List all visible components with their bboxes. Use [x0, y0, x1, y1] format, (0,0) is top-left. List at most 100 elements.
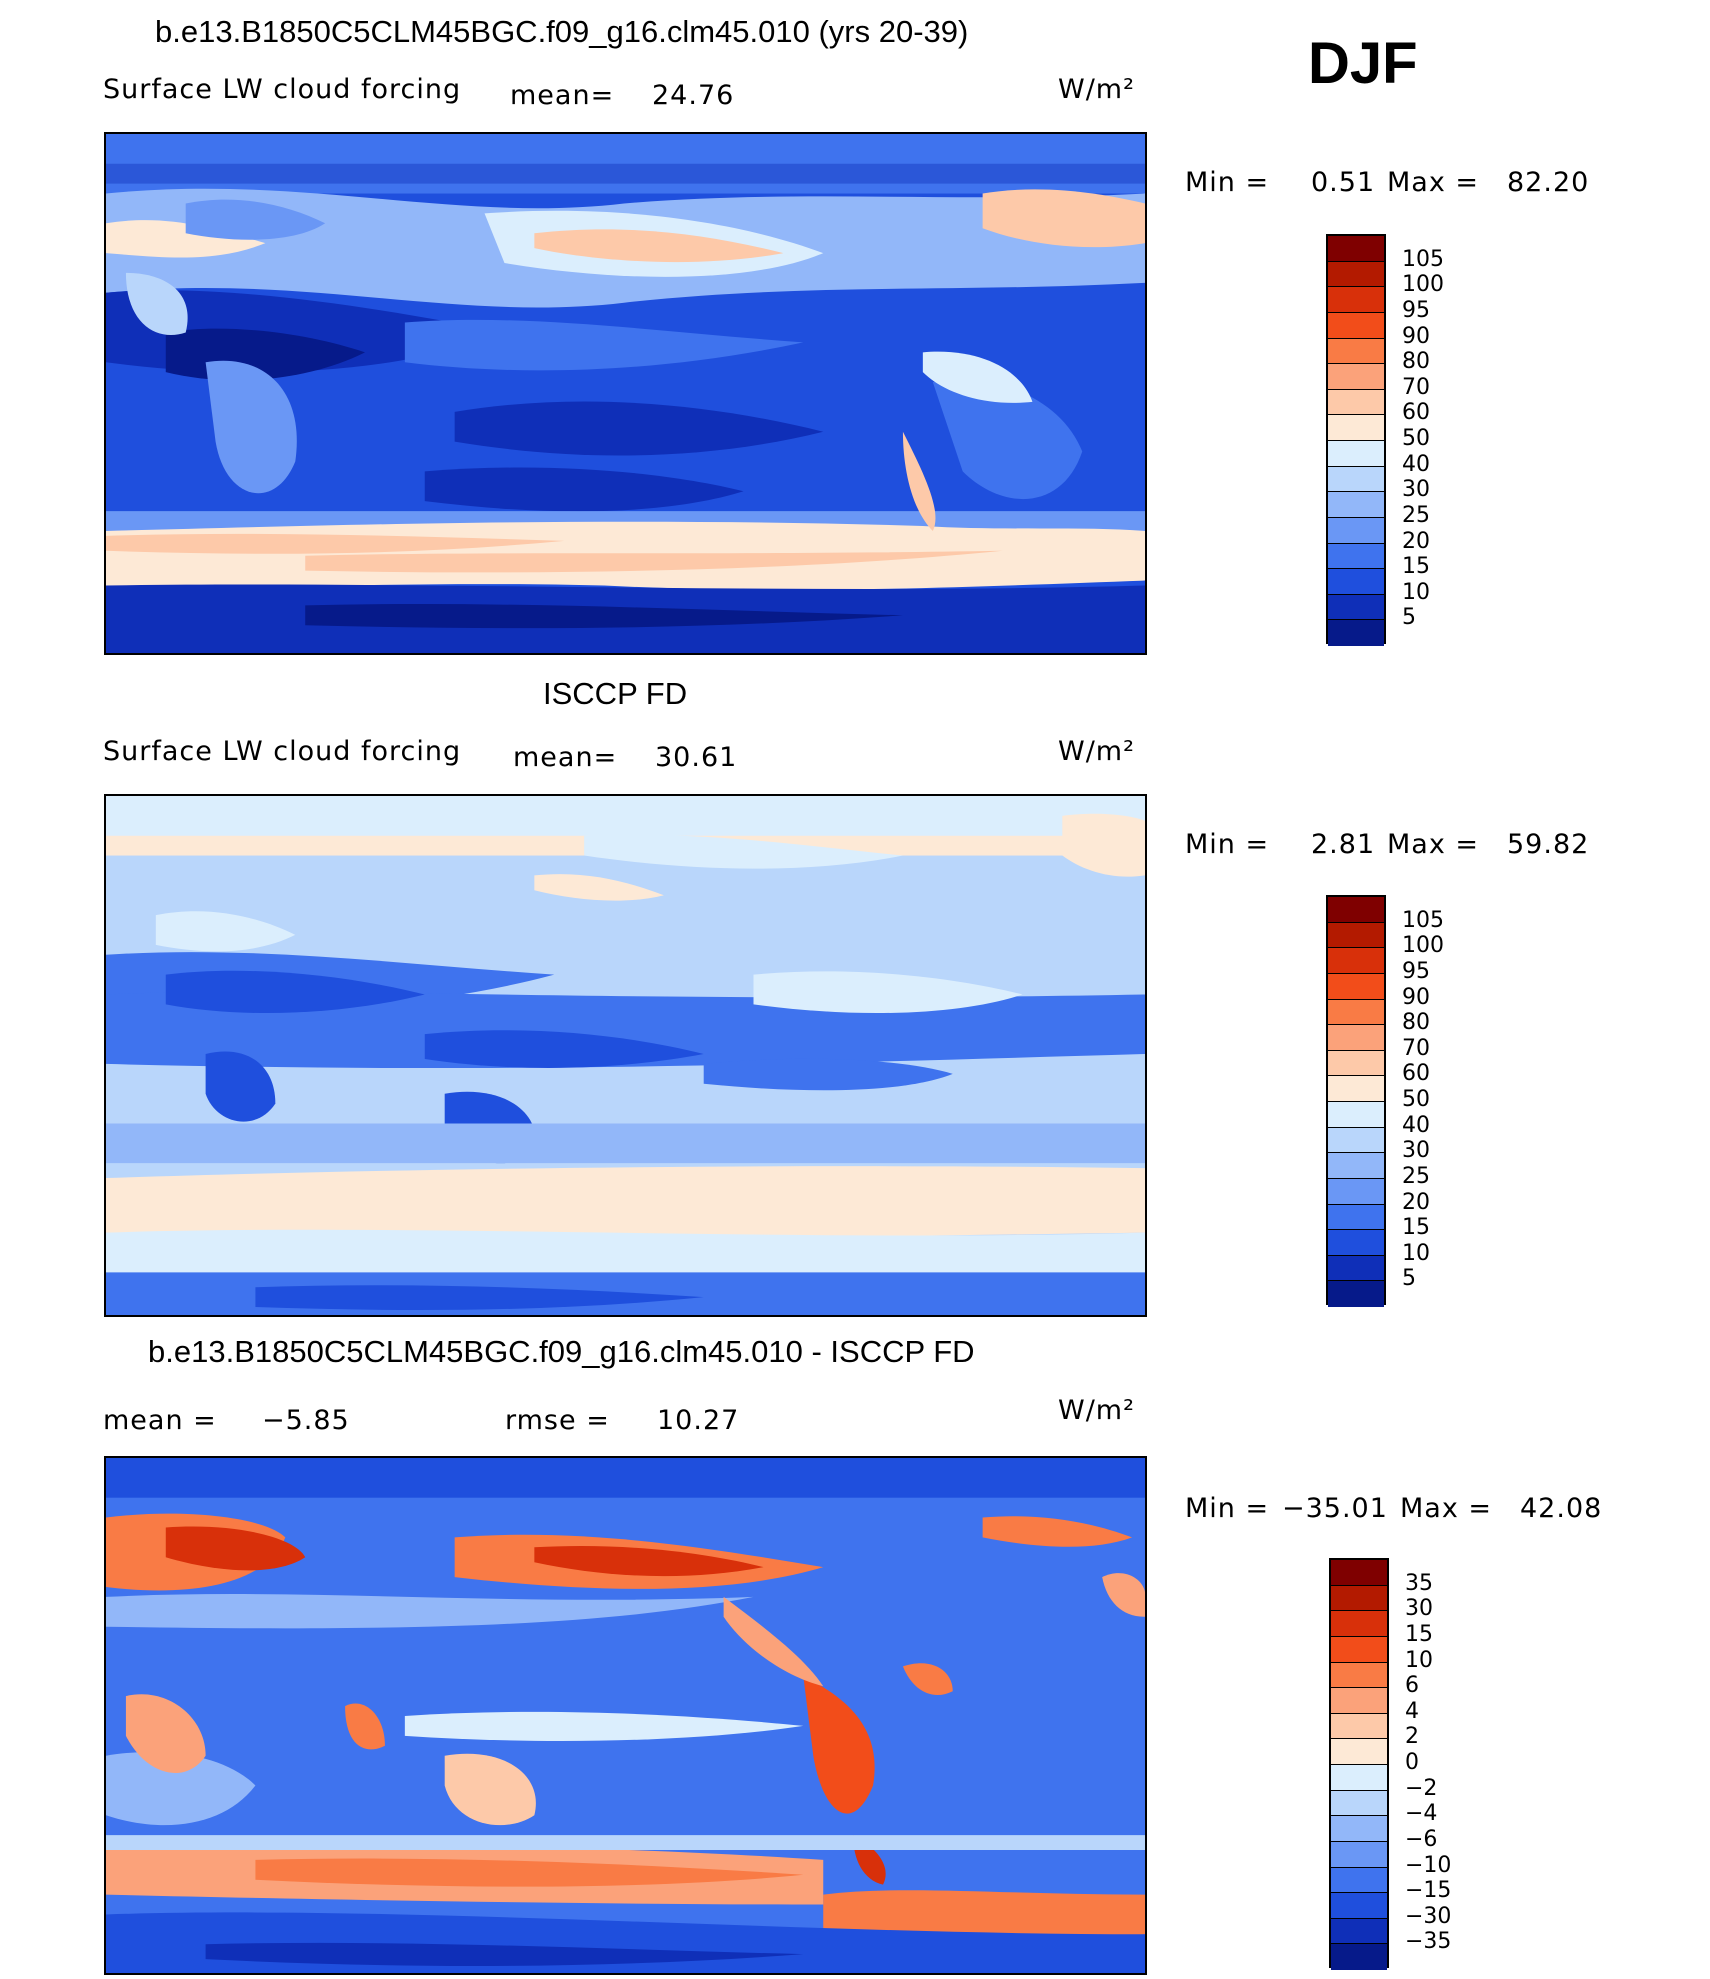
colorbar-panel2-swatch — [1328, 1076, 1384, 1102]
colorbar-panel3-swatch — [1331, 1585, 1387, 1612]
colorbar-panel3-label: −35 — [1405, 1929, 1452, 1955]
colorbar-panel3 — [1329, 1558, 1389, 1970]
panel3-mean-label: mean = — [103, 1405, 217, 1436]
colorbar-panel1-label: 15 — [1402, 554, 1430, 580]
colorbar-panel3-label: −4 — [1405, 1801, 1438, 1827]
colorbar-panel1-label: 40 — [1402, 451, 1430, 477]
panel3-title: b.e13.B1850C5CLM45BGC.f09_g16.clm45.010 … — [148, 1334, 975, 1369]
panel2-max-label: Max = — [1387, 829, 1480, 860]
colorbar-panel1-label: 30 — [1402, 477, 1430, 503]
colorbar-panel3-label: 6 — [1405, 1673, 1419, 1699]
map-panel3-difference — [104, 1456, 1147, 1975]
colorbar-panel1-swatch — [1328, 364, 1384, 390]
colorbar-panel2-label: 15 — [1402, 1215, 1430, 1241]
panel2-variable: Surface LW cloud forcing — [103, 736, 462, 767]
panel1-mean-label: mean= — [510, 80, 615, 111]
colorbar-panel3-label: 35 — [1405, 1570, 1433, 1596]
colorbar-panel1-swatch — [1328, 236, 1384, 262]
colorbar-panel3-swatch — [1331, 1893, 1387, 1919]
panel3-mean-value: −5.85 — [262, 1405, 350, 1436]
colorbar-panel2-label: 25 — [1402, 1163, 1430, 1189]
colorbar-panel2-swatch — [1328, 948, 1384, 974]
colorbar-panel1-swatch — [1328, 594, 1384, 621]
colorbar-panel1-label: 60 — [1402, 400, 1430, 426]
colorbar-panel3-swatch — [1331, 1662, 1387, 1689]
colorbar-panel3-label: −10 — [1405, 1852, 1452, 1878]
map-panel1-model — [104, 132, 1147, 655]
panel2-mean-value: 30.61 — [655, 742, 738, 773]
colorbar-panel3-label: −6 — [1405, 1826, 1438, 1852]
panel2-min-label: Min = — [1185, 829, 1270, 860]
colorbar-panel3-swatch — [1331, 1611, 1387, 1637]
colorbar-panel3-swatch — [1331, 1739, 1387, 1765]
colorbar-panel3-swatch — [1331, 1713, 1387, 1740]
colorbar-panel2-label: 20 — [1402, 1189, 1430, 1215]
colorbar-panel3-swatch — [1331, 1560, 1387, 1586]
colorbar-panel2-swatch — [1328, 1050, 1384, 1077]
colorbar-panel3-swatch — [1331, 1790, 1387, 1817]
panel2-title: ISCCP FD — [543, 676, 688, 711]
colorbar-panel3-label: −2 — [1405, 1775, 1438, 1801]
colorbar-panel1-swatch — [1328, 338, 1384, 365]
colorbar-panel2-swatch — [1328, 1127, 1384, 1154]
panel1-min-label: Min = — [1185, 167, 1270, 198]
panel1-mean-value: 24.76 — [652, 80, 735, 111]
colorbar-panel3-label: 15 — [1405, 1621, 1433, 1647]
colorbar-panel2-label: 95 — [1402, 958, 1430, 984]
season-label: DJF — [1308, 31, 1418, 96]
colorbar-panel1-label: 80 — [1402, 349, 1430, 375]
colorbar-panel1-label: 20 — [1402, 528, 1430, 554]
colorbar-panel2-swatch — [1328, 973, 1384, 1000]
panel1-variable: Surface LW cloud forcing — [103, 74, 462, 105]
colorbar-panel3-label: 30 — [1405, 1596, 1433, 1622]
colorbar-panel3-label: 10 — [1405, 1647, 1433, 1673]
colorbar-panel1-swatch — [1328, 517, 1384, 544]
colorbar-panel1-swatch — [1328, 543, 1384, 570]
colorbar-panel2-swatch — [1328, 1230, 1384, 1256]
colorbar-panel2-label: 80 — [1402, 1010, 1430, 1036]
panel2-mean-label: mean= — [513, 742, 618, 773]
colorbar-panel2 — [1326, 895, 1386, 1307]
colorbar-panel1-label: 25 — [1402, 502, 1430, 528]
colorbar-panel2-swatch — [1328, 1255, 1384, 1282]
colorbar-panel2-swatch — [1328, 1025, 1384, 1051]
colorbar-panel1-label: 95 — [1402, 297, 1430, 323]
colorbar-panel1-swatch — [1328, 466, 1384, 493]
colorbar-panel1-label: 100 — [1402, 272, 1444, 298]
panel3-min-value: −35.01 — [1282, 1493, 1388, 1524]
colorbar-panel3-label: −15 — [1405, 1878, 1452, 1904]
colorbar-panel2-label: 40 — [1402, 1112, 1430, 1138]
colorbar-panel1-swatch — [1328, 569, 1384, 595]
colorbar-panel3-label: 4 — [1405, 1698, 1419, 1724]
colorbar-panel3-swatch — [1331, 1816, 1387, 1842]
panel2-max-value: 59.82 — [1507, 829, 1590, 860]
panel1-max-label: Max = — [1387, 167, 1480, 198]
colorbar-panel2-label: 105 — [1402, 907, 1444, 933]
panel3-rmse-value: 10.27 — [657, 1405, 740, 1436]
colorbar-panel2-swatch — [1328, 922, 1384, 949]
panel3-max-value: 42.08 — [1520, 1493, 1603, 1524]
colorbar-panel1-label: 10 — [1402, 579, 1430, 605]
colorbar-panel2-label: 100 — [1402, 933, 1444, 959]
colorbar-panel2-swatch — [1328, 1178, 1384, 1205]
colorbar-panel1-label: 90 — [1402, 323, 1430, 349]
colorbar-panel2-swatch — [1328, 897, 1384, 923]
colorbar-panel3-label: −30 — [1405, 1903, 1452, 1929]
colorbar-panel2-label: 60 — [1402, 1061, 1430, 1087]
colorbar-panel2-swatch — [1328, 1281, 1384, 1307]
panel1-title: b.e13.B1850C5CLM45BGC.f09_g16.clm45.010 … — [155, 14, 969, 49]
colorbar-panel1-swatch — [1328, 441, 1384, 467]
map-panel2-isccp — [104, 794, 1147, 1317]
colorbar-panel1-label: 105 — [1402, 246, 1444, 272]
colorbar-panel1-swatch — [1328, 312, 1384, 339]
colorbar-panel2-swatch — [1328, 1102, 1384, 1128]
colorbar-panel3-swatch — [1331, 1944, 1387, 1970]
colorbar-panel3-swatch — [1331, 1765, 1387, 1791]
panel1-min-value: 0.51 — [1311, 167, 1376, 198]
colorbar-panel2-label: 70 — [1402, 1035, 1430, 1061]
colorbar-panel1 — [1326, 234, 1386, 646]
colorbar-panel2-swatch — [1328, 999, 1384, 1026]
panel3-max-label: Max = — [1400, 1493, 1493, 1524]
panel3-min-label: Min = — [1185, 1493, 1270, 1524]
panel3-units: W/m² — [1058, 1395, 1135, 1426]
